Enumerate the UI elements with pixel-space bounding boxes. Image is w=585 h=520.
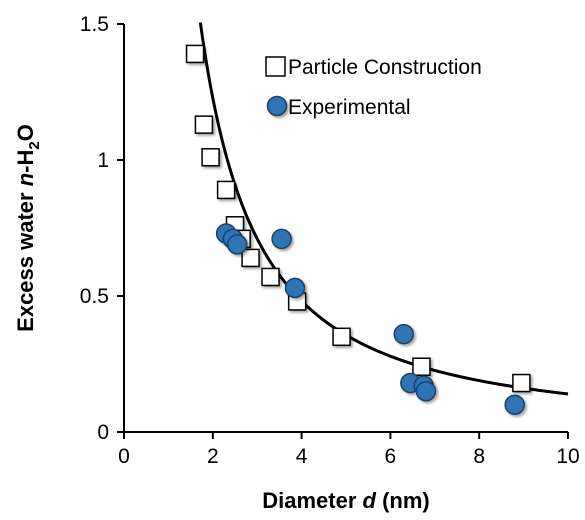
particle-construction-point: [185, 44, 205, 64]
particle-construction-point: [241, 248, 260, 268]
y-axis-title-variable: n: [13, 173, 38, 186]
x-axis-title-suffix: (nm): [376, 488, 430, 513]
particle-construction-point: [201, 148, 220, 167]
chart-marks: 0 2 4 6 8 10 0 0.5 1 1.5: [80, 13, 580, 468]
y-tick-label: 1.5: [80, 13, 109, 36]
y-axis-title-mid: -H: [13, 150, 38, 173]
experimental-point: [271, 228, 292, 250]
y-axis-title-suffix: O: [13, 124, 38, 141]
experimental-point: [284, 277, 306, 299]
x-tick-label: 2: [207, 445, 219, 468]
x-axis-title: Diameter d (nm): [262, 488, 430, 513]
y-axis-title-prefix: Excess water: [13, 186, 38, 332]
experimental-point: [415, 380, 437, 402]
y-axis-title: Excess water n-H2O: [13, 124, 43, 332]
experimental-point: [226, 234, 248, 255]
experimental-point: [393, 323, 414, 345]
particle-construction-point: [412, 357, 431, 376]
x-axis-title-prefix: Diameter: [262, 488, 362, 513]
x-tick-label: 6: [385, 445, 397, 468]
legend: Particle Construction Experimental: [265, 56, 482, 119]
y-tick-label: 0: [97, 421, 109, 444]
fit-curve: [198, 22, 569, 396]
x-tick-label: 10: [556, 445, 579, 468]
y-axis-title-subscript: 2: [26, 141, 43, 149]
legend-marker-experimental: [266, 95, 288, 117]
particle-construction-point: [216, 180, 236, 200]
x-axis-title-variable: d: [363, 488, 377, 513]
legend-marker-particle-construction: [265, 56, 286, 77]
particle-construction-point: [512, 373, 531, 393]
particle-construction-point: [194, 115, 214, 134]
particle-construction-point: [261, 267, 280, 287]
legend-label-experimental: Experimental: [288, 96, 411, 119]
y-tick-label: 1: [97, 149, 109, 172]
legend-label-particle-construction: Particle Construction: [288, 56, 482, 79]
particle-construction-point: [332, 327, 351, 347]
y-tick-label: 0.5: [80, 285, 109, 308]
x-tick-label: 4: [296, 445, 308, 468]
experimental-point: [504, 394, 525, 416]
x-tick-label: 0: [118, 445, 130, 468]
x-tick-label: 8: [473, 445, 485, 468]
